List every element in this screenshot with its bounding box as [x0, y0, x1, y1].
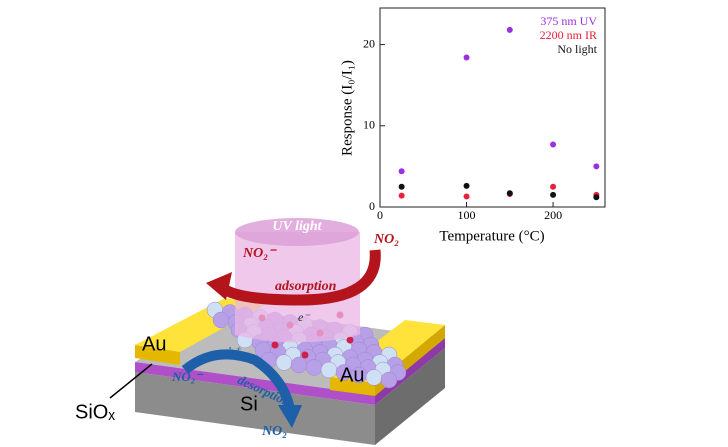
point: [463, 193, 470, 200]
legend-label: 2200 nm IR: [540, 28, 597, 42]
sphere: [275, 354, 293, 371]
oxide-side: [375, 338, 445, 405]
point: [593, 163, 600, 170]
electron-label: e⁻: [298, 310, 311, 324]
plot-frame: [379, 7, 606, 208]
uv-beam: [235, 232, 360, 343]
si-label: Si: [240, 393, 258, 415]
legend-label: 375 nm UV: [540, 14, 597, 28]
point: [398, 183, 405, 190]
arrow-head: [278, 405, 302, 428]
no2-ion-label: NO₂⁻: [171, 369, 204, 384]
y-axis-label: Response (I₀/I₁): [339, 60, 355, 156]
sphere: [320, 361, 338, 379]
hole-label: h⁺: [228, 344, 242, 358]
x-tick-label: 0: [377, 208, 383, 222]
point: [506, 190, 513, 197]
sphere: [305, 359, 323, 376]
y-tick-label: 0: [369, 199, 375, 213]
y-tick-label: 10: [363, 118, 375, 132]
pointer: [109, 363, 153, 399]
au-left-front: [135, 345, 180, 365]
au-label: Au: [340, 364, 364, 386]
point: [463, 182, 470, 189]
point: [398, 168, 405, 175]
point: [550, 183, 557, 190]
substrate-side: [375, 348, 445, 445]
point: [506, 26, 513, 33]
point: [398, 192, 405, 199]
point: [550, 141, 557, 148]
siox-label: SiOₓ: [75, 401, 115, 423]
y-tick-label: 20: [363, 36, 375, 50]
sphere: [212, 311, 230, 329]
desorption-arrow: [181, 349, 295, 412]
device-diagram: UV light NO₂ NO₂⁻ adsorption e⁻ h⁺ desor…: [75, 218, 445, 445]
sphere: [365, 369, 383, 386]
nanoparticles: [206, 301, 407, 389]
uv-light-label: UV light: [272, 219, 322, 234]
adsorption-label: adsorption: [275, 279, 337, 294]
adsorption-arrow: [215, 249, 381, 306]
oxide-front: [135, 362, 375, 405]
molecule: [301, 351, 309, 359]
no2-out-label: NO₂: [261, 424, 287, 439]
chart: Temperature (°C) Response (I₀/I₁) 0 100 20…: [339, 7, 606, 244]
sphere: [290, 356, 308, 374]
au-right-front: [330, 377, 375, 396]
substrate-front: [135, 372, 375, 445]
point: [593, 194, 600, 201]
molecule: [271, 341, 279, 349]
au-label: Au: [142, 333, 166, 355]
no2-ion-label: NO₂⁻: [242, 246, 277, 261]
sphere: [380, 371, 398, 389]
x-tick-label: 100: [458, 208, 476, 222]
molecule: [346, 336, 354, 344]
x-axis-label: Temperature (°C): [439, 228, 544, 244]
uv-beam-top: [235, 218, 359, 246]
arrow-head: [206, 272, 232, 300]
legend-label: No light: [557, 42, 597, 56]
no2-label: NO₂: [373, 232, 399, 247]
point: [463, 54, 470, 61]
x-tick-label: 200: [544, 208, 562, 222]
point: [550, 191, 557, 198]
